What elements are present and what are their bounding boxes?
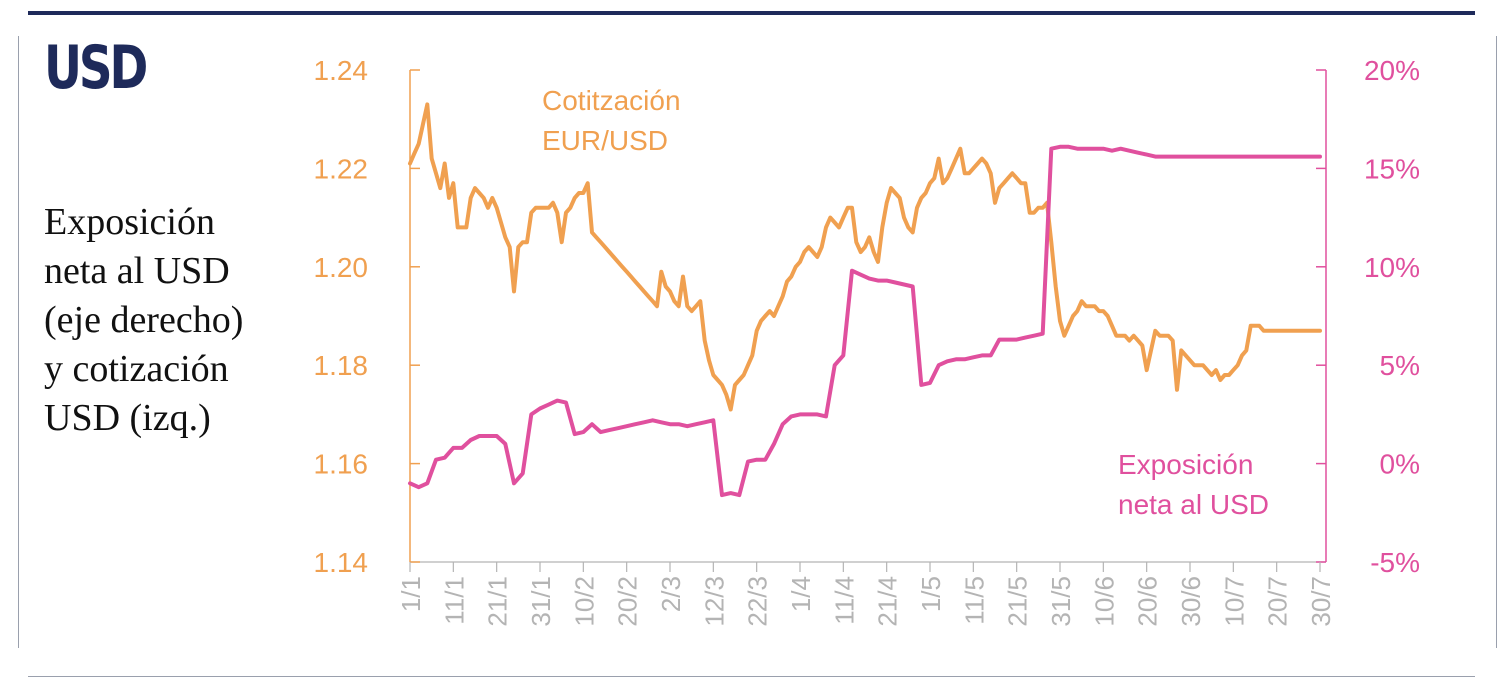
x-axis-tick-label: 12/3 <box>699 576 729 627</box>
right-axis-tick-label: 15% <box>1364 153 1420 184</box>
left-frame-rule <box>18 36 19 648</box>
x-axis-tick-label: 10/7 <box>1219 576 1249 627</box>
x-axis-tick-label: 31/5 <box>1046 576 1076 627</box>
left-axis-tick-label: 1.22 <box>314 153 369 184</box>
x-axis-tick-label: 10/2 <box>569 576 599 627</box>
description-line: y cotización <box>44 348 229 390</box>
x-axis-tick-label: 21/1 <box>483 576 513 627</box>
x-axis-tick-label: 2/3 <box>656 576 686 612</box>
left-axis-tick-label: 1.16 <box>314 449 369 480</box>
exposure-series-line <box>408 144 1322 498</box>
x-axis-tick-label: 21/4 <box>873 576 903 627</box>
right-axis-tick-label: 10% <box>1364 252 1420 283</box>
description-line: Exposición <box>44 201 215 243</box>
description-line: (eje derecho) <box>44 299 244 341</box>
x-axis-tick-label: 1/5 <box>916 576 946 612</box>
x-axis-tick-label: 30/6 <box>1176 576 1206 627</box>
x-axis-tick-label: 11/5 <box>959 576 989 625</box>
x-axis-tick-label: 10/6 <box>1089 576 1119 627</box>
right-frame-rule <box>1496 36 1497 648</box>
x-axis-tick-label: 20/2 <box>613 576 643 627</box>
right-axis-tick-label: 5% <box>1380 350 1420 381</box>
x-axis-tick-label: 20/6 <box>1133 576 1163 627</box>
x-axis-tick-label: 31/1 <box>526 576 556 627</box>
right-axis-tick-label: -5% <box>1370 547 1420 578</box>
right-axis-tick-label: 20% <box>1364 55 1420 86</box>
description-line: USD (izq.) <box>44 397 211 439</box>
x-axis-tick-label: 1/4 <box>786 576 816 612</box>
x-axis-tick-label: 11/4 <box>829 576 859 625</box>
right-axis-tick-label: 0% <box>1380 449 1420 480</box>
left-axis-tick-label: 1.18 <box>314 350 369 381</box>
x-axis-tick-label: 30/7 <box>1306 576 1336 627</box>
chart-description: Exposición neta al USD (eje derecho) y c… <box>44 198 304 443</box>
x-axis-tick-label: 22/3 <box>743 576 773 627</box>
eurusd-series-label: Cotitzación <box>542 85 681 116</box>
description-line: neta al USD <box>44 250 230 292</box>
currency-title: USD <box>44 33 148 103</box>
left-axis-tick-label: 1.20 <box>314 252 369 283</box>
left-axis-tick-label: 1.24 <box>314 55 369 86</box>
eurusd-series-line <box>408 102 1322 412</box>
exposure-series-label: neta al USD <box>1118 489 1269 520</box>
bottom-rule <box>28 676 1475 677</box>
eurusd-series-label: EUR/USD <box>542 125 668 156</box>
x-axis-tick-label: 20/7 <box>1263 576 1293 627</box>
left-axis-tick-label: 1.14 <box>314 547 369 578</box>
x-axis-tick-label: 1/1 <box>396 576 426 612</box>
top-rule <box>28 11 1475 15</box>
x-axis-tick-label: 11/1 <box>439 576 469 625</box>
x-axis-tick-label: 21/5 <box>1003 576 1033 627</box>
exposure-series-label: Exposición <box>1118 449 1253 480</box>
